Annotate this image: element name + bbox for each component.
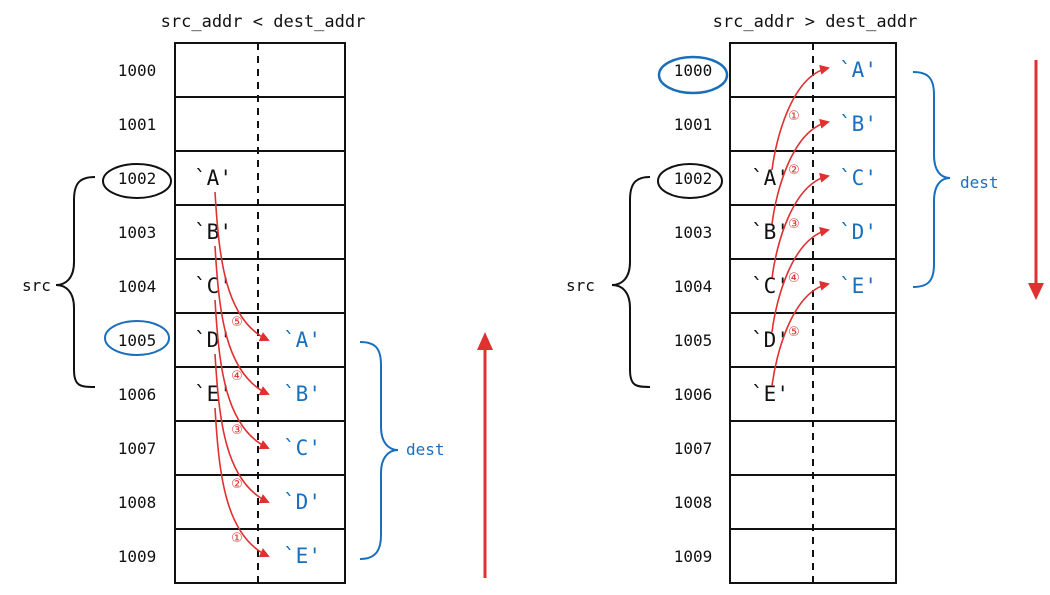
right-memory-table [729, 42, 897, 584]
copy-arrow [771, 172, 830, 279]
address-label: 1006 [118, 385, 157, 404]
copy-arrow [214, 407, 270, 558]
left-src-brace [55, 176, 96, 388]
copy-step-label: ④ [231, 369, 243, 384]
address-label: 1004 [674, 277, 713, 296]
right-dest-chars: `A' `B' `C' `D' `E' [839, 58, 877, 298]
address-label: 1001 [674, 115, 713, 134]
address-label: 1003 [118, 223, 157, 242]
copy-step-label: ③ [231, 423, 243, 438]
dest-char: `A' [839, 58, 877, 82]
src-char: `D' [194, 328, 232, 352]
left-dest-brace [359, 341, 399, 560]
address-label: 1001 [118, 115, 157, 134]
copy-step-label: ⑤ [788, 325, 800, 340]
address-label: 1009 [118, 547, 157, 566]
dest-char: `C' [839, 166, 877, 190]
right-copy-arrows: ① ② ③ ④ ⑤ [771, 64, 830, 387]
copy-arrow [214, 353, 270, 504]
right-title: src_addr > dest_addr [713, 12, 918, 32]
src-char: `E' [194, 382, 232, 406]
address-label: 1004 [118, 277, 157, 296]
address-label: 1002 [674, 169, 713, 188]
address-label: 1005 [674, 331, 713, 350]
address-label: 1007 [118, 439, 157, 458]
dest-char: `D' [283, 490, 321, 514]
address-label: 1000 [674, 61, 713, 80]
address-label: 1008 [674, 493, 713, 512]
copy-step-label: ① [788, 109, 800, 124]
address-label: 1009 [674, 547, 713, 566]
right-dest-label: dest [960, 173, 999, 192]
left-dest-start-circle [104, 320, 170, 356]
copy-step-label: ② [788, 163, 800, 178]
address-label: 1007 [674, 439, 713, 458]
right-dest-brace [912, 71, 951, 288]
left-src-start-circle [102, 163, 172, 199]
copy-step-label: ② [231, 477, 243, 492]
copy-step-label: ① [231, 531, 243, 546]
src-char: `A' [194, 166, 232, 190]
address-label: 1000 [118, 61, 157, 80]
dest-char: `A' [283, 328, 321, 352]
address-label: 1006 [674, 385, 713, 404]
left-dest-chars: `A' `B' `C' `D' `E' [283, 328, 321, 568]
copy-arrow [771, 280, 830, 387]
address-label: 1008 [118, 493, 157, 512]
dest-char: `E' [839, 274, 877, 298]
copy-arrow [771, 118, 830, 225]
right-address-column: 1000 1001 1002 1003 1004 1005 1006 1007 1008 1009 [674, 61, 713, 566]
right-panel: src_addr > dest_addr 1000100110021003100… [566, 12, 1044, 584]
copy-step-label: ③ [788, 217, 800, 232]
copy-arrow [214, 299, 270, 450]
src-char: `E' [751, 382, 789, 406]
right-src-start-circle [657, 163, 723, 199]
right-src-label: src [566, 276, 595, 295]
left-title: src_addr < dest_addr [161, 12, 366, 32]
left-src-label: src [22, 276, 51, 295]
dest-char: `B' [839, 112, 877, 136]
right-src-brace [611, 176, 651, 388]
left-address-column: 1000 1001 1002 1003 1004 1005 1006 1007 1008 1009 [118, 61, 157, 566]
right-dest-start-circle [657, 55, 729, 95]
dest-char: `B' [283, 382, 321, 406]
left-dest-label: dest [406, 440, 445, 459]
left-direction-arrow-head [477, 332, 493, 350]
copy-step-label: ④ [788, 271, 800, 286]
address-label: 1002 [118, 169, 157, 188]
copy-arrow [214, 191, 270, 342]
left-src-chars: `A' `B' `C' `D' `E' [194, 166, 232, 406]
dest-char: `D' [839, 220, 877, 244]
copy-arrow [771, 64, 830, 171]
left-memory-table [174, 42, 346, 584]
copy-step-label: ⑤ [231, 315, 243, 330]
left-panel: src_addr < dest_addr 1000100110021003100… [22, 12, 493, 584]
copy-arrow [771, 226, 830, 333]
src-char: `C' [194, 274, 232, 298]
address-label: 1005 [118, 331, 157, 350]
dest-char: `C' [283, 436, 321, 460]
copy-arrow [214, 245, 270, 396]
src-char: `B' [194, 220, 232, 244]
right-direction-arrow-head [1028, 283, 1044, 300]
left-copy-arrows: ⑤ ④ ③ ② ① [214, 191, 270, 558]
address-label: 1003 [674, 223, 713, 242]
dest-char: `E' [283, 544, 321, 568]
